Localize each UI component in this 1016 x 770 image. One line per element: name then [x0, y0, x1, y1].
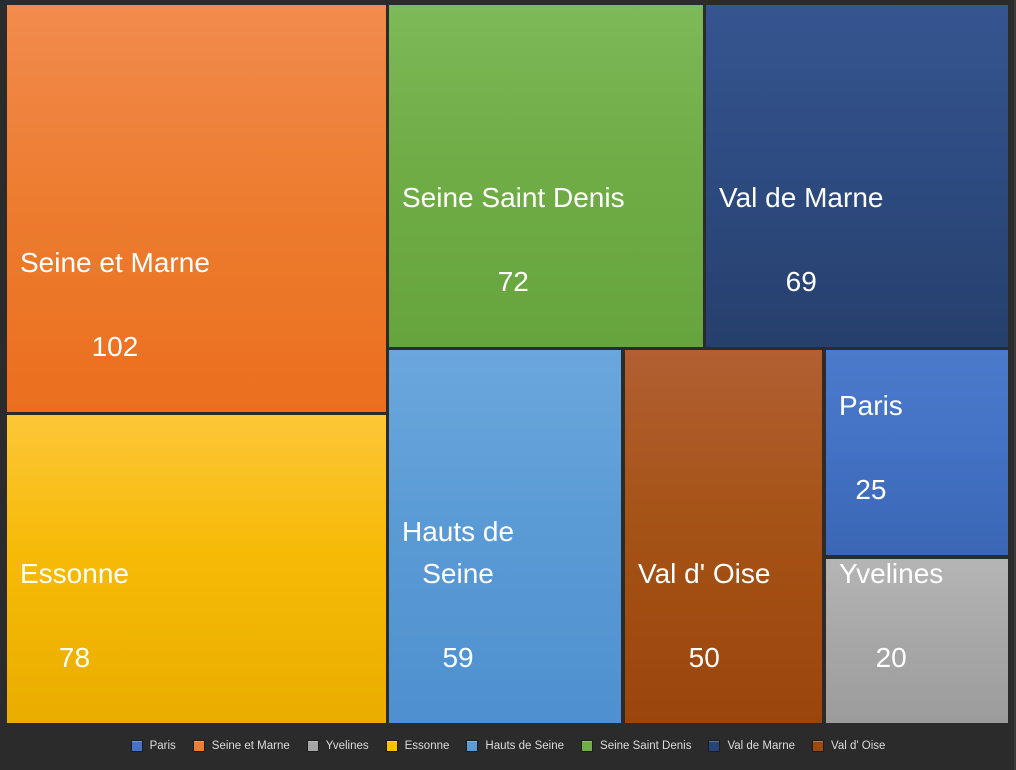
- tile-paris[interactable]: Paris 25: [826, 350, 1008, 555]
- legend-swatch-icon: [192, 740, 205, 752]
- legend-label: Seine Saint Denis: [600, 740, 692, 752]
- legend-swatch-icon: [130, 740, 143, 752]
- legend-label: Essonne: [404, 740, 450, 752]
- legend-label: Seine et Marne: [211, 740, 290, 752]
- tile-name: Val d' Oise: [638, 558, 771, 589]
- legend-swatch-icon: [708, 740, 721, 752]
- tile-value: 25: [855, 474, 887, 505]
- tile-value: 102: [91, 331, 139, 362]
- tile-value: 78: [58, 642, 91, 673]
- tile-name: Val de Marne: [719, 182, 884, 213]
- tile-seine-saint-denis[interactable]: Seine Saint Denis 72: [389, 5, 703, 347]
- legend-item-val-d-oise[interactable]: Val d' Oise: [812, 740, 885, 752]
- tile-value: 69: [785, 266, 817, 297]
- legend-label: Yvelines: [325, 740, 369, 752]
- tile-label: Val d' Oise 50: [638, 511, 770, 721]
- tile-val-d-oise[interactable]: Val d' Oise 50: [625, 350, 822, 723]
- tile-label: Essonne 78: [20, 511, 129, 721]
- tile-label: Hauts de Seine 59: [402, 469, 514, 721]
- tile-label: Seine et Marne 102: [20, 200, 210, 410]
- legend-swatch-icon: [385, 740, 398, 752]
- tile-name: Essonne: [20, 558, 129, 589]
- tile-label: Val de Marne 69: [719, 135, 883, 345]
- legend-swatch-icon: [581, 740, 594, 752]
- legend-label: Hauts de Seine: [485, 740, 565, 752]
- legend-label: Val de Marne: [727, 740, 795, 752]
- chart-legend: Paris Seine et Marne Yvelines Essonne Ha…: [0, 729, 1016, 763]
- tile-label: Paris 25: [839, 343, 903, 553]
- legend-item-val-de-marne[interactable]: Val de Marne: [708, 740, 795, 752]
- tile-essonne[interactable]: Essonne 78: [7, 415, 386, 723]
- legend-item-hauts-de-seine[interactable]: Hauts de Seine: [466, 740, 564, 752]
- tile-name: Seine Saint Denis: [402, 182, 625, 213]
- legend-item-yvelines[interactable]: Yvelines: [306, 740, 369, 752]
- tile-value: 50: [688, 642, 720, 673]
- tile-value: 20: [875, 642, 907, 673]
- legend-item-paris[interactable]: Paris: [130, 740, 176, 752]
- legend-swatch-icon: [466, 740, 479, 752]
- tile-name: Paris: [839, 390, 903, 421]
- legend-item-seine-saint-denis[interactable]: Seine Saint Denis: [581, 740, 691, 752]
- legend-label: Val d' Oise: [831, 740, 886, 752]
- tile-name: Hauts de Seine: [402, 516, 515, 589]
- legend-swatch-icon: [812, 740, 824, 752]
- legend-item-seine-et-marne[interactable]: Seine et Marne: [192, 740, 290, 752]
- tile-yvelines[interactable]: Yvelines 20: [826, 558, 1008, 723]
- legend-item-essonne[interactable]: Essonne: [385, 740, 450, 752]
- tile-hauts-de-seine[interactable]: Hauts de Seine 59: [389, 350, 621, 723]
- tile-val-de-marne[interactable]: Val de Marne 69: [706, 5, 1008, 347]
- tile-name: Seine et Marne: [20, 247, 210, 278]
- tile-value: 72: [497, 266, 529, 297]
- tile-value: 59: [442, 642, 474, 673]
- tile-label: Seine Saint Denis 72: [402, 135, 625, 345]
- window-edge: [1014, 0, 1016, 770]
- legend-swatch-icon: [306, 740, 319, 752]
- tile-seine-et-marne[interactable]: Seine et Marne 102: [7, 5, 386, 412]
- tile-name: Yvelines: [839, 558, 944, 589]
- legend-label: Paris: [149, 740, 176, 752]
